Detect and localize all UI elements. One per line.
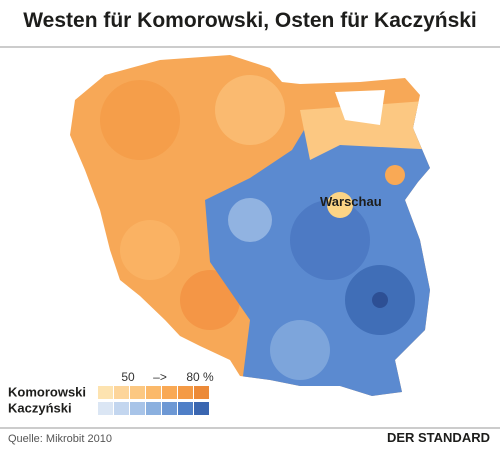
- legend-min: 50: [121, 370, 135, 384]
- legend-label: Komorowski: [8, 384, 86, 399]
- poland-map: [70, 55, 430, 396]
- legend-swatch: [130, 402, 145, 415]
- title: Westen für Komorowski, Osten für Kaczyńs…: [23, 9, 477, 32]
- legend-swatch: [130, 386, 145, 399]
- legend-swatch: [178, 402, 193, 415]
- source: Quelle: Mikrobit 2010: [8, 433, 112, 445]
- legend-swatch: [194, 386, 209, 399]
- legend-swatch: [194, 402, 209, 415]
- legend-max: 80 %: [186, 370, 214, 384]
- city-label: Warschau: [320, 194, 382, 209]
- legend-swatch: [178, 386, 193, 399]
- legend-swatch: [162, 386, 177, 399]
- legend-arrow: –>: [153, 370, 167, 384]
- logo: DER STANDARD: [387, 430, 490, 445]
- legend-swatch: [146, 402, 161, 415]
- legend-swatch: [114, 402, 129, 415]
- legend-swatch: [114, 386, 129, 399]
- legend-swatch: [98, 386, 113, 399]
- legend-label: Kaczyński: [8, 400, 72, 415]
- legend-swatch: [98, 402, 113, 415]
- legend-swatch: [146, 386, 161, 399]
- legend-swatch: [162, 402, 177, 415]
